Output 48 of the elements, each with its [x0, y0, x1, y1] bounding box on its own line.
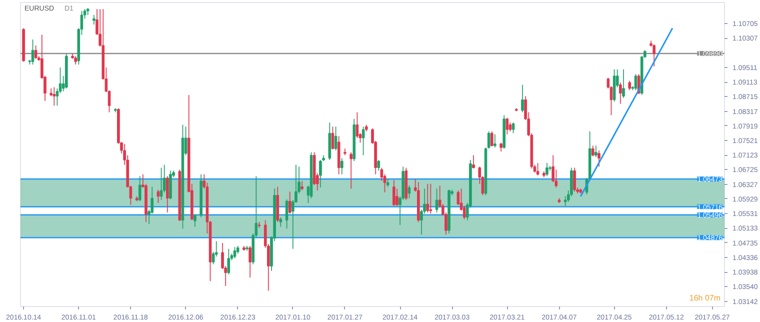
candlestick	[138, 176, 142, 202]
candlestick	[350, 152, 352, 190]
candlestick	[169, 170, 172, 200]
candlestick	[288, 191, 292, 214]
candlestick	[334, 126, 338, 151]
candlestick	[248, 245, 252, 278]
candlestick	[426, 183, 429, 214]
candlestick	[612, 68, 616, 102]
candlestick	[408, 184, 411, 199]
candlestick	[494, 134, 496, 148]
candlestick	[546, 162, 548, 177]
candlestick	[52, 86, 56, 106]
candlestick	[619, 82, 622, 104]
candlestick	[521, 84, 524, 113]
candlestick	[319, 160, 322, 188]
candlestick	[634, 74, 638, 91]
candlestick	[598, 150, 600, 168]
candlestick	[227, 248, 230, 276]
candlestick	[472, 154, 475, 169]
candlestick	[233, 246, 236, 259]
candlestick	[377, 160, 380, 172]
candlestick	[362, 126, 365, 156]
candlestick	[300, 180, 304, 191]
candlestick	[536, 162, 540, 176]
candlestick	[285, 198, 288, 230]
candlestick	[166, 176, 169, 214]
candlestick	[31, 39, 34, 66]
candlestick	[194, 214, 196, 228]
candlestick	[331, 126, 334, 150]
candlestick	[92, 14, 96, 26]
candlestick	[628, 80, 632, 91]
candlestick	[392, 180, 396, 206]
candlestick	[594, 145, 598, 158]
candlestick	[429, 183, 432, 214]
candlestick	[396, 188, 398, 206]
candlestick	[573, 167, 576, 192]
candlestick	[591, 145, 594, 157]
candlestick	[652, 44, 656, 67]
candlestick	[622, 68, 625, 98]
candlestick	[279, 216, 282, 228]
candlestick	[490, 130, 494, 147]
candlestick	[435, 188, 438, 214]
annotation: 16h 07m	[689, 294, 721, 302]
candlestick	[506, 117, 509, 135]
candlestick	[512, 122, 515, 134]
candlestick	[160, 167, 163, 201]
candlestick	[34, 44, 38, 60]
candlestick	[340, 158, 344, 175]
